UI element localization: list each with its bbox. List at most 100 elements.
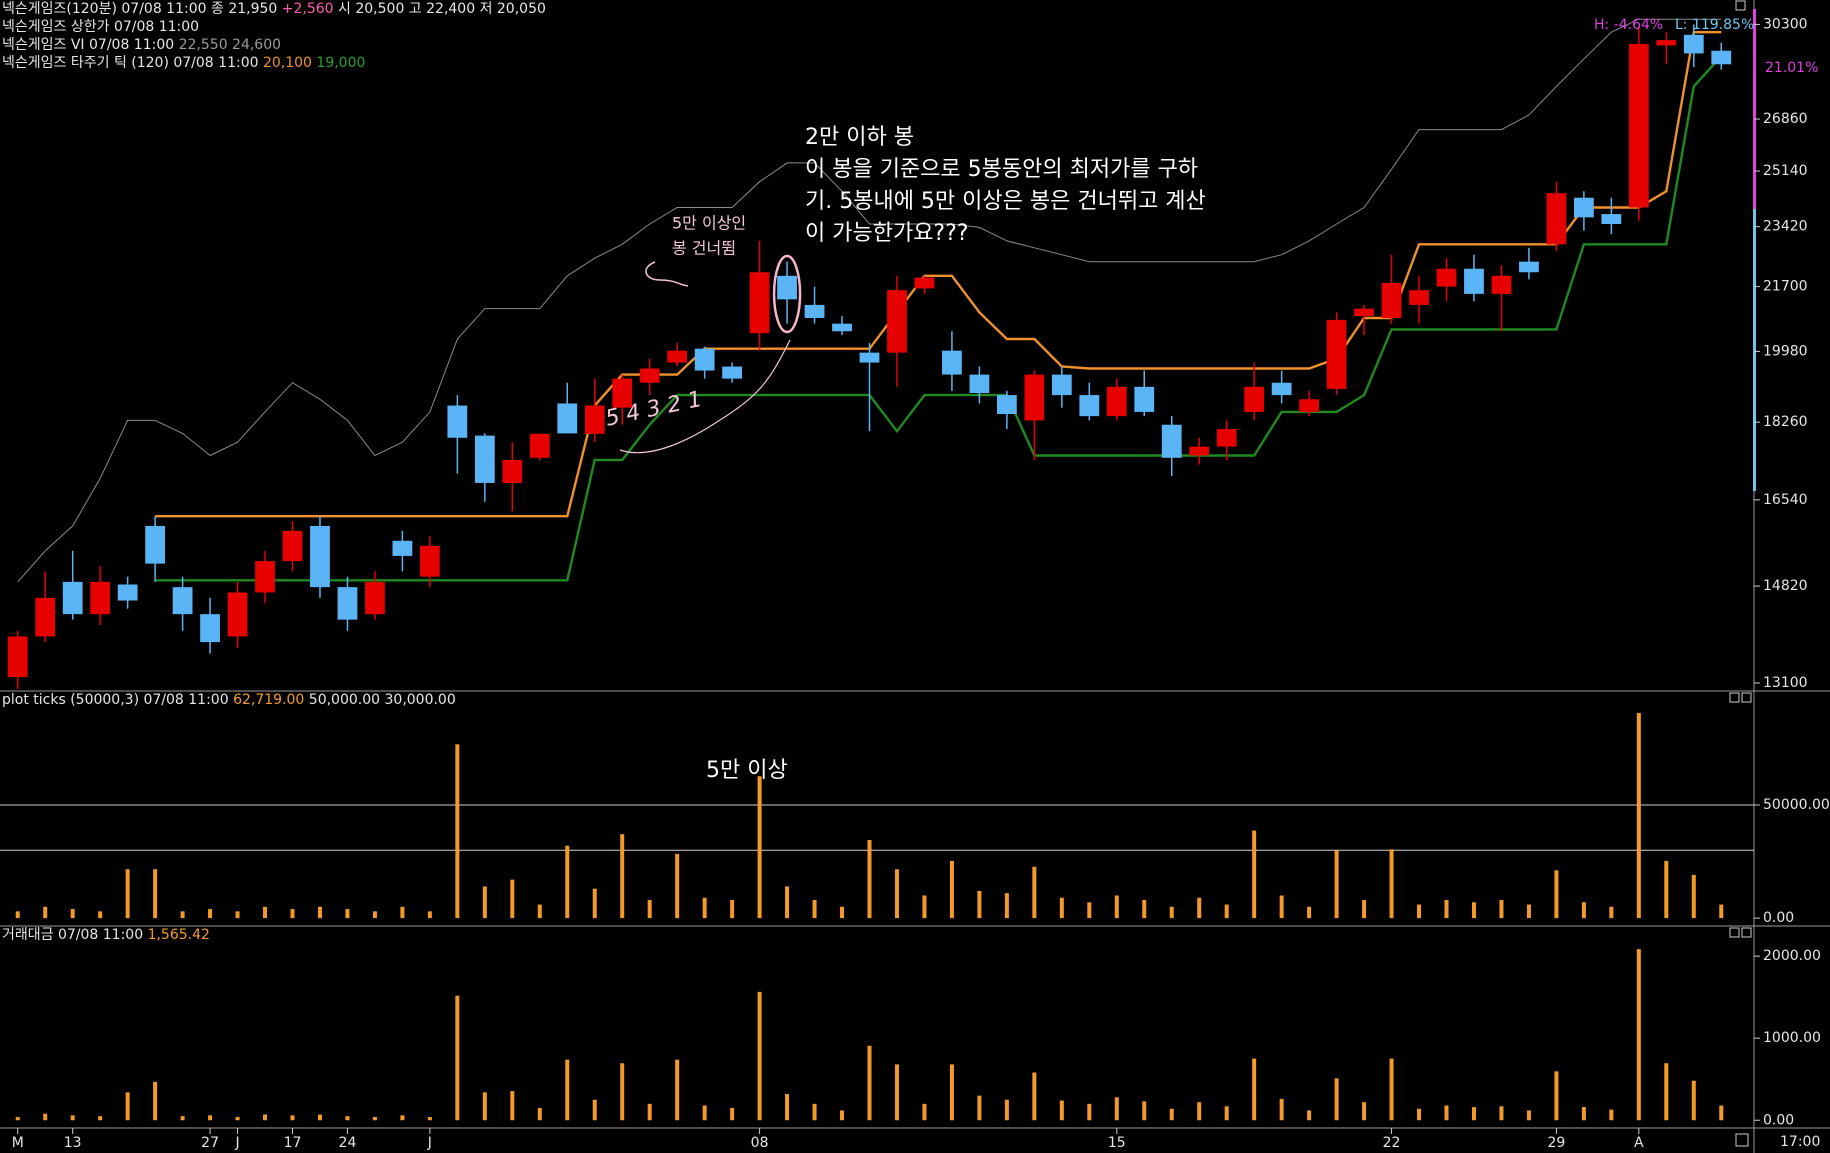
candle-body — [1491, 275, 1512, 294]
panel-button[interactable] — [1729, 692, 1740, 703]
candle-body — [887, 290, 907, 353]
candle-body — [419, 545, 440, 577]
header-close: 종 21,950 — [211, 1, 277, 17]
bar — [1169, 906, 1174, 919]
header-name: 넥슨게임즈 VI 07/08 11:00 — [2, 37, 174, 53]
candle-body — [529, 433, 550, 458]
candle-body — [447, 405, 468, 438]
bar — [372, 1116, 377, 1121]
bar — [1444, 1105, 1449, 1121]
y-tick-label: 13100 — [1763, 675, 1808, 691]
bar — [70, 1115, 75, 1121]
bar — [949, 860, 954, 919]
candle-body — [969, 374, 990, 394]
bar — [812, 900, 817, 919]
bar — [702, 897, 707, 919]
bar — [1307, 1110, 1312, 1121]
bar — [345, 909, 350, 919]
y-tick-label: 26860 — [1763, 111, 1808, 127]
bar — [482, 1092, 487, 1121]
candle-body — [1079, 395, 1100, 417]
bar — [1334, 1078, 1339, 1121]
bar — [647, 900, 652, 919]
annotation: 2만 이하 봉 — [805, 125, 914, 150]
bar — [620, 1063, 625, 1121]
bar — [1004, 1099, 1009, 1121]
time-label: 17:00 — [1780, 1134, 1820, 1150]
candle-body — [1189, 446, 1210, 456]
bar — [208, 1115, 213, 1121]
panel-button[interactable] — [1741, 692, 1752, 703]
bar — [455, 744, 460, 919]
bar — [1636, 949, 1641, 1121]
x-tick-label: 08 — [751, 1135, 769, 1151]
bar — [1004, 893, 1009, 919]
bar — [1087, 1103, 1092, 1121]
bar — [1059, 897, 1064, 919]
candle-body — [310, 525, 330, 588]
panel-button[interactable] — [1735, 0, 1746, 11]
bar — [235, 911, 240, 919]
bar — [1526, 1110, 1531, 1121]
bar — [98, 911, 103, 919]
candle-body — [1546, 193, 1567, 245]
bar — [400, 906, 405, 919]
panel-button[interactable] — [1729, 927, 1740, 938]
bar — [757, 991, 762, 1121]
low-range-marker — [1753, 209, 1756, 491]
bar — [427, 1116, 432, 1121]
bar — [1499, 900, 1504, 919]
candle-body — [1134, 386, 1155, 412]
candle-body — [1436, 268, 1457, 287]
candle-body — [35, 597, 56, 637]
bar — [1581, 902, 1586, 919]
bar — [565, 1059, 570, 1121]
candle-body — [1354, 308, 1374, 317]
panel-title: 거래대금 07/08 11:00 1,565.42 — [2, 927, 210, 943]
y-tick-label: 2000.00 — [1763, 948, 1821, 964]
bar — [1114, 1097, 1119, 1121]
y-tick-label: 19980 — [1763, 343, 1808, 359]
candle-body — [667, 350, 688, 363]
bar — [1224, 1106, 1229, 1121]
header-values: 22,550 24,600 — [179, 37, 281, 53]
bar — [43, 906, 48, 919]
bar — [235, 1116, 240, 1121]
bar — [1197, 1102, 1202, 1121]
bar — [98, 1116, 103, 1121]
bar — [1334, 850, 1339, 919]
candle-body — [1464, 268, 1484, 294]
candle-body — [1683, 34, 1704, 54]
bar — [1032, 1072, 1037, 1121]
x-tick-label: 17 — [284, 1135, 302, 1151]
bar — [702, 1105, 707, 1121]
bar — [675, 1059, 680, 1121]
bar — [785, 886, 790, 919]
candle-body — [1628, 44, 1649, 208]
panel-title-text: 거래대금 07/08 11:00 — [2, 927, 143, 943]
x-tick-label: J — [427, 1135, 432, 1151]
scroll-button[interactable] — [1735, 1133, 1749, 1147]
bar — [1114, 895, 1119, 919]
bar — [537, 1107, 542, 1121]
bar — [1444, 900, 1449, 919]
candle-body — [942, 350, 962, 375]
y-tick-label: 23420 — [1763, 219, 1808, 235]
candle-body — [1409, 290, 1429, 305]
x-tick-label: 15 — [1108, 1135, 1126, 1151]
panel-title-text: plot ticks (50000,3) 07/08 11:00 — [2, 692, 229, 708]
bar — [894, 1064, 899, 1121]
bar — [977, 1095, 982, 1121]
bar — [922, 1103, 927, 1121]
bar — [43, 1113, 48, 1121]
panel-button[interactable] — [1741, 927, 1752, 938]
x-tick-label: 29 — [1547, 1135, 1565, 1151]
candle-body — [859, 352, 880, 363]
bar — [1471, 1107, 1476, 1121]
bar — [1609, 1109, 1614, 1121]
header-ohl: 시 20,500 고 22,400 저 20,050 — [338, 1, 546, 17]
bar — [785, 1093, 790, 1121]
